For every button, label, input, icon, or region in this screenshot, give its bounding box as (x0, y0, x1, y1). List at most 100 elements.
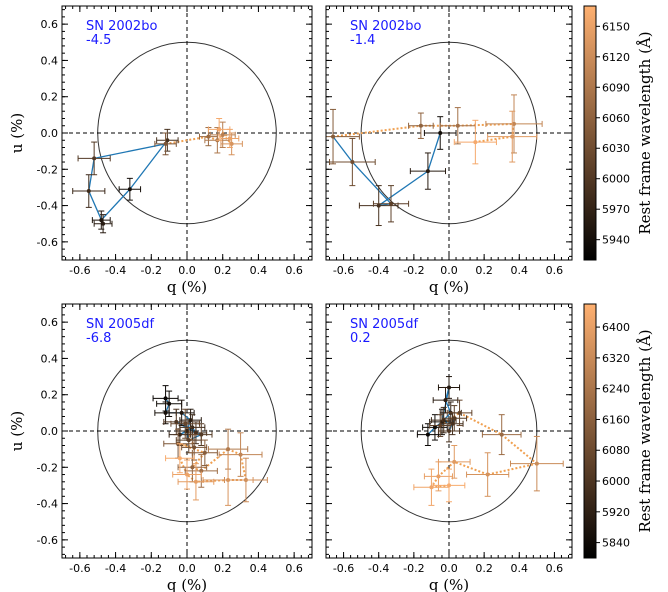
x-tick-label: 0.2 (475, 562, 493, 575)
colorbar-tick-label: 6240 (602, 383, 630, 396)
x-tick-label: -0.4 (368, 264, 389, 277)
path-segment (100, 188, 131, 221)
x-tick-label: -0.6 (333, 264, 354, 277)
data-point (186, 438, 191, 443)
data-point (183, 421, 188, 426)
data-point (206, 134, 211, 139)
data-point (190, 425, 195, 430)
path-segment (332, 136, 353, 163)
colorbar-2: 5840 5920 6000 6080 6160 6240 6320 6400 Rest fra… (583, 303, 654, 559)
x-tick-label: 0.0 (440, 264, 458, 277)
colorbar-tick-label: 5840 (602, 537, 630, 550)
x-tick-label: 0.0 (178, 264, 196, 277)
colorbar-tick-label: 6000 (602, 475, 630, 488)
data-point (350, 160, 355, 165)
path-segment (453, 460, 489, 476)
x-tick-label: -0.6 (333, 562, 354, 575)
x-tick-label: -0.6 (69, 562, 90, 575)
y-tick-label: -0.2 (37, 461, 58, 474)
colorbar-tick-label: 5940 (602, 234, 630, 247)
plot-content (413, 376, 564, 506)
colorbar-tick-label: 6000 (602, 173, 630, 186)
data-point (190, 465, 195, 470)
data-point (331, 134, 336, 139)
data-point (450, 421, 455, 426)
y-tick-label: 0.6 (41, 18, 59, 31)
plot-content (72, 117, 243, 234)
data-point (389, 201, 394, 206)
data-point (185, 472, 189, 477)
data-point (438, 131, 443, 135)
colorbar-tick-label: 6320 (602, 352, 630, 365)
x-tick-label: 0.2 (214, 264, 232, 277)
colorbar-title: Rest frame wavelength (Å) (636, 31, 654, 234)
data-point (127, 187, 132, 192)
x-tick-label: 0.2 (475, 264, 493, 277)
supernova-name-label: SN 2002bo (350, 19, 421, 34)
data-point (447, 483, 451, 488)
path-segment (444, 399, 452, 414)
plot-panel-4: -0.6 -0.4 -0.2 0.0 0.2 0.4 0.6q (%)SN 2005df0.… (325, 303, 573, 592)
data-point (163, 396, 168, 401)
y-tick-label: -0.4 (37, 498, 58, 511)
data-point (473, 140, 478, 145)
colorbar-tick-label: 5920 (602, 506, 630, 519)
x-tick-label: -0.2 (403, 264, 424, 277)
data-point (429, 485, 434, 490)
x-tick-label: 0.6 (546, 562, 564, 575)
data-point (455, 123, 460, 128)
data-point (167, 401, 172, 406)
data-point (226, 447, 231, 452)
x-tick-label: 0.4 (511, 562, 529, 575)
colorbar-tick-label: 6150 (602, 20, 630, 33)
x-tick-label: -0.2 (141, 264, 162, 277)
x-axis-title: q (%) (167, 278, 207, 296)
data-point (425, 432, 430, 437)
data-point (512, 121, 517, 126)
y-axis-title: u (%) (8, 411, 26, 451)
data-point (220, 132, 225, 137)
data-point (202, 450, 207, 455)
data-point (376, 203, 381, 208)
x-tick-label: 0.6 (546, 264, 564, 277)
x-tick-label: 0.6 (285, 264, 303, 277)
data-point (217, 127, 222, 132)
supernova-name-label: SN 2005df (350, 317, 418, 332)
y-axis-title: u (%) (8, 113, 26, 153)
data-point (457, 410, 462, 415)
path-segment (239, 454, 247, 481)
path-segment (501, 433, 538, 465)
data-point (226, 477, 231, 482)
data-point (418, 123, 423, 128)
y-tick-label: -0.6 (37, 236, 58, 249)
y-tick-label: 0.4 (41, 54, 59, 67)
data-point (179, 410, 184, 415)
data-point (229, 141, 234, 146)
data-point (510, 134, 515, 139)
y-tick-label: 0.2 (41, 389, 59, 402)
y-tick-label: -0.2 (37, 163, 58, 176)
plot-panel-1: -0.6 -0.4 -0.2 0.0 0.2 0.4 0.6 -0.6 -0.4 -0.2 0.0 0… (8, 5, 313, 296)
data-point (99, 218, 104, 223)
supernova-name-label: SN 2002bo (86, 19, 157, 34)
colorbar-tick-label: 6030 (602, 142, 630, 155)
y-tick-label: 0.0 (41, 425, 59, 438)
colorbar-gradient-bar (583, 5, 597, 261)
path-segment (378, 170, 429, 207)
data-point (165, 138, 170, 143)
data-point (447, 429, 451, 433)
data-point (436, 474, 441, 479)
plot-panel-2: -0.6 -0.4 -0.2 0.0 0.2 0.4 0.6 q (%) SN 2002bo-1… (325, 5, 573, 296)
data-point (185, 429, 189, 433)
data-point (447, 385, 451, 390)
data-point (238, 452, 243, 457)
epoch-label: 0.2 (350, 331, 371, 346)
colorbar-1: 5940 5970 6000 6030 6060 6090 6120 6150 Rest fra… (583, 5, 654, 261)
x-axis-title: q (%) (429, 576, 469, 592)
colorbar-title: Rest frame wavelength (Å) (636, 329, 654, 532)
data-point (534, 461, 539, 466)
data-point (485, 472, 490, 477)
data-point (163, 141, 168, 146)
x-tick-label: 0.4 (250, 562, 268, 575)
